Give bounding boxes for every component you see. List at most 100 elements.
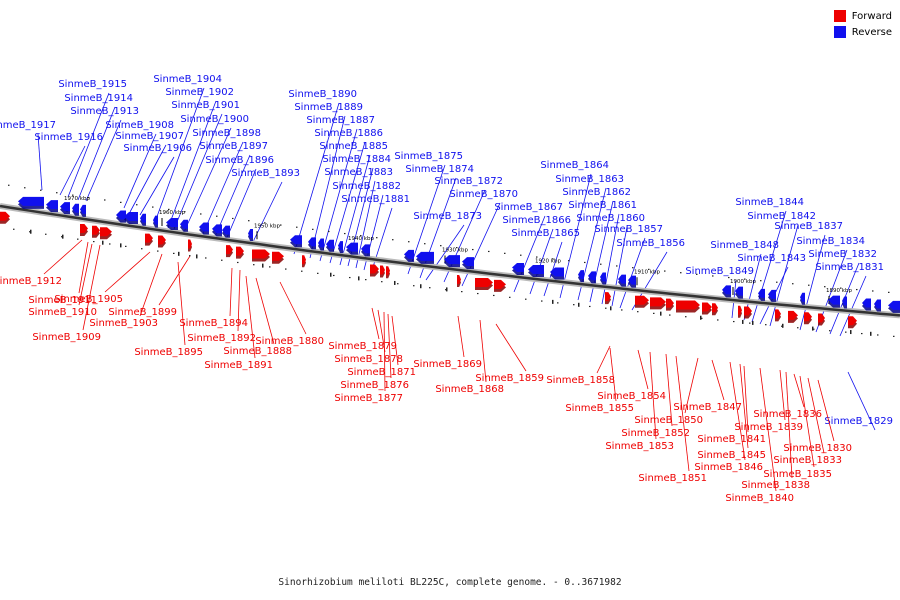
forward-gene-feature[interactable] <box>818 313 825 326</box>
forward-gene-feature[interactable] <box>605 292 611 305</box>
gene-label[interactable]: SinmeB_1910 <box>28 243 97 318</box>
gene-label[interactable]: SinmeB_1906 <box>123 143 192 216</box>
forward-gene-feature[interactable] <box>702 302 712 315</box>
gene-label[interactable]: SinmeB_1879 <box>328 307 397 352</box>
forward-gene-feature[interactable] <box>848 316 857 329</box>
reverse-gene-feature[interactable] <box>416 251 434 264</box>
reverse-gene-feature[interactable] <box>722 285 731 298</box>
gene-label[interactable]: SinmeB_1841 <box>697 365 766 445</box>
legend-forward[interactable]: Forward <box>833 8 892 24</box>
forward-gene-feature[interactable] <box>272 251 284 264</box>
reverse-gene-feature[interactable] <box>338 241 343 254</box>
gene-label[interactable]: SinmeB_1829 <box>824 371 893 431</box>
reverse-gene-feature[interactable] <box>124 212 138 225</box>
forward-gene-feature[interactable] <box>252 249 270 262</box>
gene-label[interactable]: SinmeB_1911 <box>28 241 97 306</box>
forward-gene-feature[interactable] <box>145 233 153 246</box>
gene-label[interactable]: SinmeB_1860 <box>576 213 645 307</box>
gene-label[interactable]: SinmeB_1838 <box>741 371 810 491</box>
reverse-gene-feature[interactable] <box>888 300 900 313</box>
forward-gene-feature[interactable] <box>188 239 192 252</box>
forward-gene-feature[interactable] <box>788 310 798 323</box>
gene-label[interactable]: SinmeB_1914 <box>64 93 133 201</box>
gene-label[interactable]: SinmeB_1899 <box>108 255 191 318</box>
gene-label[interactable]: SinmeB_1885 <box>319 141 388 266</box>
gene-label[interactable]: SinmeB_1889 <box>294 102 363 259</box>
gene-label[interactable]: SinmeB_1896 <box>205 155 274 241</box>
reverse-gene-feature[interactable] <box>735 286 743 299</box>
gene-label[interactable]: SinmeB_1845 <box>697 363 766 461</box>
gene-label[interactable]: SinmeB_1851 <box>638 355 707 484</box>
reverse-gene-feature[interactable] <box>444 255 460 268</box>
gene-label[interactable]: SinmeB_1866 <box>502 215 571 295</box>
reverse-gene-feature[interactable] <box>550 267 564 280</box>
reverse-gene-feature[interactable] <box>116 210 126 223</box>
gene-label[interactable]: SinmeB_1880 <box>255 281 324 347</box>
gene-label[interactable]: SinmeB_1886 <box>314 128 383 264</box>
forward-gene-feature[interactable] <box>158 235 166 248</box>
gene-label[interactable]: SinmeB_1873 <box>413 211 482 281</box>
reverse-gene-feature[interactable] <box>842 296 847 309</box>
reverse-gene-feature[interactable] <box>318 238 324 251</box>
gene-label[interactable]: SinmeB_1864 <box>540 160 609 299</box>
gene-label[interactable]: SinmeB_1835 <box>763 375 832 480</box>
reverse-gene-feature[interactable] <box>222 225 230 238</box>
gene-label[interactable]: SinmeB_1903 <box>89 253 163 329</box>
reverse-gene-feature[interactable] <box>828 295 840 308</box>
reverse-gene-feature[interactable] <box>512 262 524 275</box>
gene-label[interactable]: SinmeB_1888 <box>223 277 292 357</box>
forward-gene-feature[interactable] <box>226 245 233 258</box>
reverse-gene-feature[interactable] <box>768 289 776 302</box>
gene-label[interactable]: SinmeB_1875 <box>394 151 463 275</box>
reverse-gene-feature[interactable] <box>588 271 596 284</box>
gene-label[interactable]: SinmeB_1857 <box>594 224 663 309</box>
gene-label[interactable]: SinmeB_1869 <box>413 315 482 370</box>
gene-label[interactable]: SinmeB_1883 <box>324 167 393 269</box>
reverse-gene-feature[interactable] <box>346 242 358 255</box>
gene-label[interactable]: SinmeB_1833 <box>773 377 842 466</box>
gene-label[interactable]: SinmeB_1876 <box>340 313 409 391</box>
reverse-gene-feature[interactable] <box>212 224 222 237</box>
gene-label[interactable]: SinmeB_1852 <box>621 353 690 439</box>
legend-reverse[interactable]: Reverse <box>833 24 892 40</box>
reverse-gene-feature[interactable] <box>628 275 636 288</box>
forward-gene-feature[interactable] <box>236 246 244 259</box>
forward-gene-feature[interactable] <box>457 274 461 287</box>
forward-gene-feature[interactable] <box>100 227 112 240</box>
forward-gene-feature[interactable] <box>80 223 88 236</box>
forward-gene-feature[interactable] <box>738 305 742 318</box>
reverse-gene-feature[interactable] <box>528 265 544 278</box>
reverse-gene-feature[interactable] <box>800 292 805 305</box>
reverse-gene-feature[interactable] <box>199 222 209 235</box>
gene-label[interactable]: SinmeB_1916 <box>34 132 103 196</box>
gene-label[interactable]: SinmeB_1871 <box>347 315 416 378</box>
gene-label[interactable]: SinmeB_1859 <box>475 323 544 384</box>
reverse-gene-feature[interactable] <box>290 235 302 248</box>
gene-label[interactable]: SinmeB_1909 <box>32 244 101 343</box>
gene-label[interactable]: SinmeB_1842 <box>747 211 816 327</box>
gene-label[interactable]: SinmeB_1913 <box>70 106 139 202</box>
forward-gene-feature[interactable] <box>712 303 718 316</box>
forward-gene-feature[interactable] <box>650 297 666 310</box>
gene-label[interactable]: SinmeB_1855 <box>565 347 634 414</box>
gene-label[interactable]: SinmeB_1892 <box>187 269 256 344</box>
gene-label[interactable]: SinmeB_1904 <box>153 74 222 223</box>
forward-gene-feature[interactable] <box>302 255 306 268</box>
gene-label[interactable]: SinmeB_1858 <box>546 345 615 386</box>
forward-gene-feature[interactable] <box>386 266 390 279</box>
gene-label[interactable]: SinmeB_1915 <box>58 79 127 198</box>
gene-label[interactable]: SinmeB_1847 <box>673 359 742 413</box>
reverse-gene-feature[interactable] <box>462 257 474 270</box>
gene-label[interactable]: SinmeB_1850 <box>634 357 703 426</box>
reverse-gene-feature[interactable] <box>18 196 44 209</box>
reverse-gene-feature[interactable] <box>166 217 178 230</box>
gene-label[interactable]: SinmeB_1878 <box>334 309 403 365</box>
reverse-gene-feature[interactable] <box>578 270 584 283</box>
gene-label[interactable]: SinmeB_1887 <box>306 115 375 262</box>
reverse-gene-feature[interactable] <box>60 202 70 215</box>
forward-gene-feature[interactable] <box>676 300 700 313</box>
reverse-gene-feature[interactable] <box>326 239 334 252</box>
gene-label[interactable]: SinmeB_1840 <box>725 367 794 504</box>
gene-label[interactable]: SinmeB_1877 <box>334 311 403 404</box>
